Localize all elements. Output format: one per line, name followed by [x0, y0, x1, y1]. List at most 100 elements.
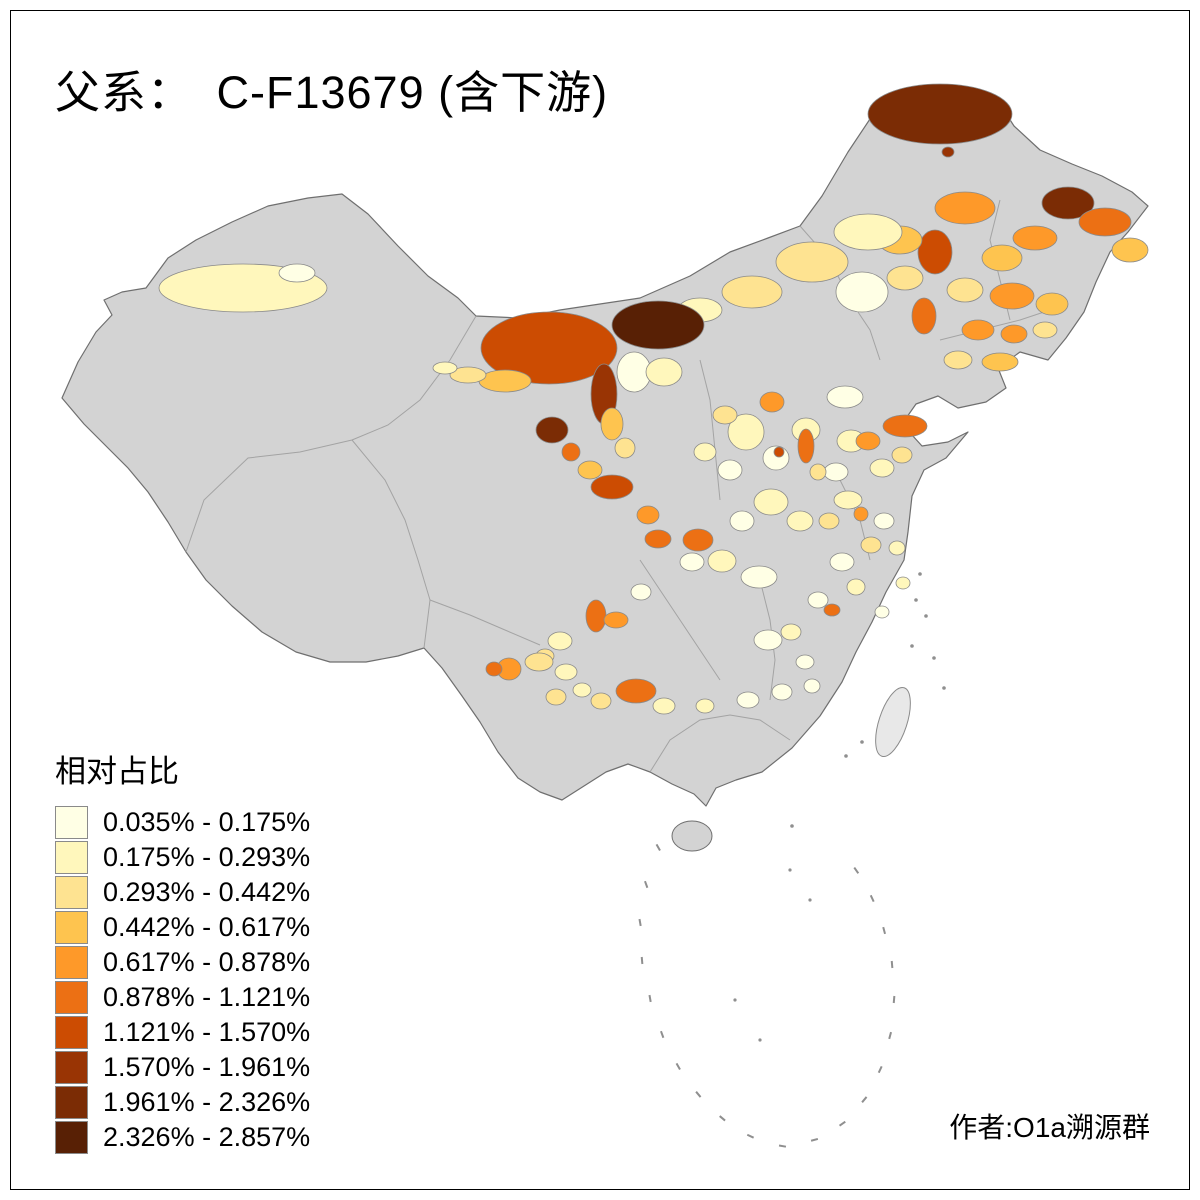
legend-swatch [55, 1051, 88, 1084]
map-region [590, 692, 612, 710]
legend-label: 0.442% - 0.617% [103, 912, 311, 942]
map-region [278, 263, 316, 283]
map-region [759, 391, 785, 413]
map-region [867, 83, 1013, 145]
map-region [1111, 237, 1149, 263]
legend-item: 0.878% - 1.121% [55, 980, 310, 1015]
map-region [695, 698, 715, 714]
map-region [485, 661, 503, 677]
legend-item: 1.121% - 1.570% [55, 1015, 310, 1050]
map-region [989, 282, 1035, 310]
legend-title: 相对占比 [55, 754, 179, 789]
legend-swatch [55, 946, 88, 979]
legend-swatch [55, 1121, 88, 1154]
map-region [727, 413, 765, 451]
map-region [771, 683, 793, 701]
map-region [1012, 225, 1058, 251]
legend-swatch [55, 806, 88, 839]
map-region [721, 275, 783, 309]
map-region [818, 512, 840, 530]
map-region [645, 357, 683, 387]
map-region [823, 462, 849, 482]
map-region [795, 654, 815, 670]
map-region [603, 611, 629, 629]
legend-item: 0.442% - 0.617% [55, 910, 310, 945]
map-region [835, 271, 889, 313]
map-region [829, 552, 855, 572]
legend-swatch [55, 1016, 88, 1049]
map-region [717, 459, 743, 481]
map-region [693, 442, 717, 462]
map-region [736, 691, 760, 709]
map-region [1041, 186, 1095, 220]
map-region [614, 437, 636, 459]
map-region [943, 350, 973, 370]
map-region [753, 488, 789, 516]
map-region [869, 458, 895, 478]
map-region [803, 678, 821, 694]
legend-item: 1.961% - 2.326% [55, 1085, 310, 1120]
map-region [524, 652, 554, 672]
map-region [636, 505, 660, 525]
hainan-island [671, 820, 713, 852]
map-region [729, 510, 755, 532]
map-region [1078, 207, 1132, 237]
map-region [826, 385, 864, 409]
map-region [644, 529, 672, 549]
map-region [740, 565, 778, 589]
legend-item: 0.617% - 0.878% [55, 945, 310, 980]
map-region [846, 578, 866, 596]
map-region [891, 446, 913, 464]
map-region [679, 552, 705, 572]
map-region [823, 603, 841, 617]
author-credit: 作者:O1a溯源群 [949, 1112, 1150, 1143]
map-region [712, 405, 738, 425]
legend-label: 0.293% - 0.442% [103, 877, 311, 907]
legend-item: 1.570% - 1.961% [55, 1050, 310, 1085]
map-region [753, 629, 783, 651]
legend-label: 0.617% - 0.878% [103, 947, 311, 977]
map-region [981, 352, 1019, 372]
map-region [773, 446, 785, 458]
map-region [833, 213, 903, 251]
legend-swatch [55, 981, 88, 1014]
legend-label: 2.326% - 2.857% [103, 1122, 311, 1152]
map-region [611, 300, 705, 350]
legend-label: 0.878% - 1.121% [103, 982, 311, 1012]
map-region [707, 549, 737, 573]
map-region [547, 631, 573, 651]
map-region [874, 605, 890, 619]
map-region [577, 460, 603, 480]
map-region [554, 663, 578, 681]
map-region [600, 407, 624, 441]
legend-swatch [55, 841, 88, 874]
map-region [480, 311, 618, 385]
map-region [961, 319, 995, 341]
legend-item: 0.035% - 0.175% [55, 805, 310, 840]
china-mainland [61, 87, 1149, 807]
map-region [780, 623, 802, 641]
map-region [941, 146, 955, 158]
map-region [478, 369, 532, 393]
map-region [873, 512, 895, 530]
legend-label: 1.570% - 1.961% [103, 1052, 311, 1082]
map-region [886, 265, 924, 291]
map-region [615, 678, 657, 704]
map-region [946, 277, 984, 303]
map-region [682, 528, 714, 552]
map-region [911, 297, 937, 335]
map-region [630, 583, 652, 601]
map-title: 父系： C-F13679 (含下游) [55, 67, 609, 118]
map-region [775, 241, 849, 283]
map-region [860, 536, 882, 554]
map-region [855, 431, 881, 451]
map-region [833, 490, 863, 510]
legend-label: 1.961% - 2.326% [103, 1087, 311, 1117]
map-region [853, 506, 869, 522]
map-region [917, 229, 953, 275]
data-regions [158, 83, 1149, 715]
map-region [545, 688, 567, 706]
legend-item: 2.326% - 2.857% [55, 1120, 310, 1155]
